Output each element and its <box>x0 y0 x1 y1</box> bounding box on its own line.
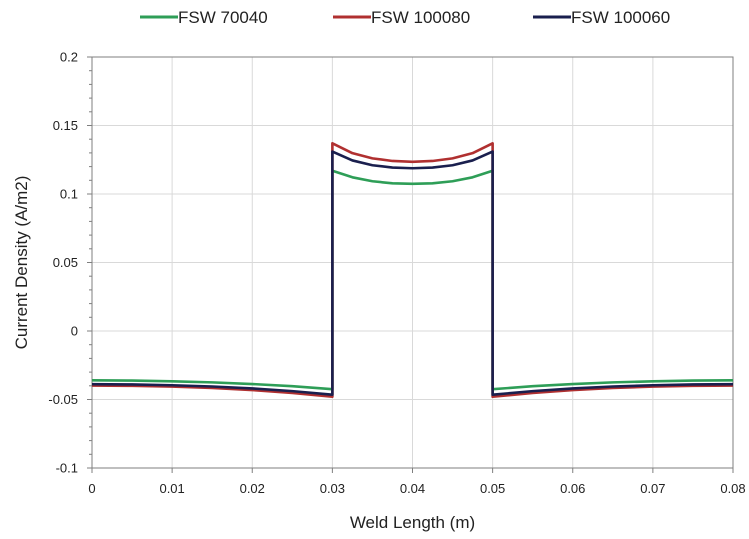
y-axis-title: Current Density (A/m2) <box>12 176 31 350</box>
series-layer <box>91 142 734 399</box>
y-tick-label: 0.15 <box>53 118 78 133</box>
x-tick-label: 0.05 <box>480 481 505 496</box>
legend-label: FSW 70040 <box>178 8 268 27</box>
y-axis: 0.2 0.15 0.1 0.05 0 -0.05 -0.1 <box>48 50 92 476</box>
series-line-2 <box>91 142 734 399</box>
x-tick-label: 0.01 <box>159 481 184 496</box>
x-tick-label: 0.06 <box>560 481 585 496</box>
y-tick-label: 0.05 <box>53 255 78 270</box>
y-tick-label: 0.1 <box>60 187 78 202</box>
x-tick-label: 0.04 <box>400 481 425 496</box>
legend: FSW 70040 FSW 100080 FSW 100060 <box>140 8 670 27</box>
y-tick-label: 0.2 <box>60 50 78 65</box>
x-tick-label: 0.02 <box>240 481 265 496</box>
x-tick-label: 0.03 <box>320 481 345 496</box>
legend-label: FSW 100080 <box>371 8 470 27</box>
x-tick-label: 0 <box>88 481 95 496</box>
legend-label: FSW 100060 <box>571 8 670 27</box>
y-tick-label: -0.05 <box>48 392 78 407</box>
y-tick-label: -0.1 <box>56 461 78 476</box>
x-tick-label: 0.08 <box>720 481 745 496</box>
x-axis-title: Weld Length (m) <box>350 513 475 532</box>
series-line-3 <box>91 150 734 397</box>
series-line-1 <box>91 169 734 391</box>
x-tick-label: 0.07 <box>640 481 665 496</box>
y-tick-label: 0 <box>71 324 78 339</box>
x-axis: 0 0.01 0.02 0.03 0.04 0.05 0.06 0.07 0.08 <box>88 468 746 496</box>
